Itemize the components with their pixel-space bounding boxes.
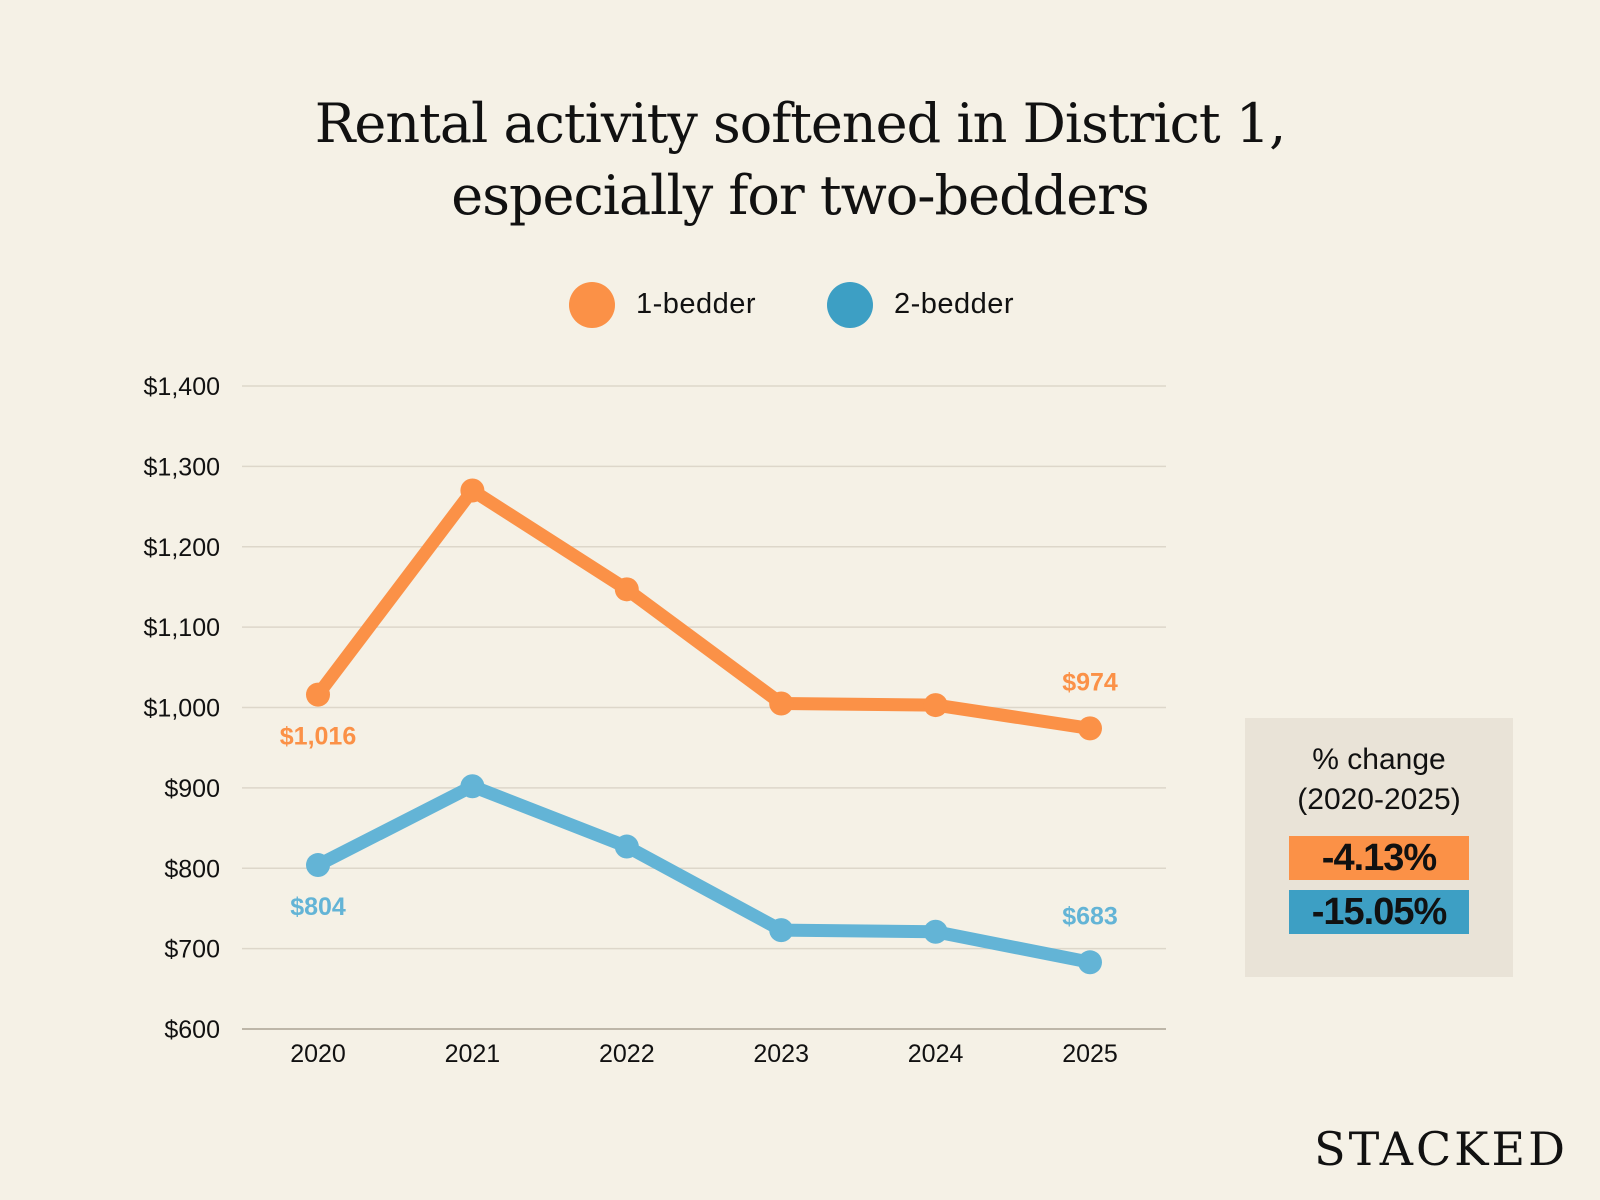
stacked-logo: STACKED [1314, 1122, 1568, 1176]
data-point-1-bedder [614, 577, 639, 602]
percent-change-box: % change (2020-2025) -4.13% -15.05% [1245, 718, 1513, 977]
series-line-1-bedder [311, 483, 1097, 735]
chart-title: Rental activity softened in District 1, … [0, 88, 1600, 232]
percent-change-title: % change (2020-2025) [1245, 740, 1513, 820]
legend-swatch-1-bedder [569, 282, 615, 328]
data-point-1-bedder [460, 478, 485, 503]
legend-label-1-bedder: 1-bedder [636, 288, 757, 320]
box-title-line-1: % change [1312, 743, 1446, 776]
y-tick-label: $1,000 [144, 695, 220, 723]
box-title-line-2: (2020-2025) [1297, 783, 1461, 816]
title-line-2: especially for two-bedders [451, 164, 1149, 227]
data-point-2-bedder [923, 919, 948, 944]
x-tick-label: 2023 [753, 1040, 809, 1068]
series-line-2-bedder [311, 779, 1097, 969]
x-tick-label: 2021 [445, 1040, 501, 1068]
legend: 1-bedder 2-bedder [0, 280, 1600, 330]
x-tick-label: 2025 [1062, 1040, 1118, 1068]
y-tick-label: $1,400 [144, 373, 220, 401]
data-point-1-bedder [1078, 716, 1102, 741]
data-point-1-bedder [769, 691, 794, 716]
x-tick-label: 2024 [908, 1040, 964, 1068]
data-label: $804 [290, 893, 346, 921]
data-label: $974 [1062, 668, 1118, 696]
y-tick-label: $900 [164, 775, 220, 803]
data-label: $683 [1062, 902, 1118, 930]
y-tick-label: $700 [164, 936, 220, 964]
data-point-2-bedder [460, 774, 485, 799]
data-point-2-bedder [306, 853, 330, 878]
data-point-1-bedder [306, 682, 330, 707]
data-label: $1,016 [280, 723, 356, 751]
legend-swatch-2-bedder [827, 282, 873, 328]
legend-label-2-bedder: 2-bedder [894, 288, 1015, 320]
y-tick-label: $1,200 [144, 534, 220, 562]
y-tick-label: $800 [164, 855, 220, 883]
x-tick-label: 2020 [290, 1040, 346, 1068]
y-tick-label: $1,100 [144, 614, 220, 642]
data-point-2-bedder [1078, 950, 1102, 975]
y-tick-label: $1,300 [144, 453, 220, 481]
change-badge-2-bedder: -15.05% [1289, 890, 1469, 934]
data-point-2-bedder [614, 834, 639, 859]
data-point-2-bedder [769, 918, 794, 943]
title-line-1: Rental activity softened in District 1, [314, 92, 1287, 155]
change-badge-1-bedder: -4.13% [1289, 836, 1469, 880]
y-tick-label: $600 [164, 1016, 220, 1044]
x-tick-label: 2022 [599, 1040, 655, 1068]
data-point-1-bedder [923, 693, 948, 718]
